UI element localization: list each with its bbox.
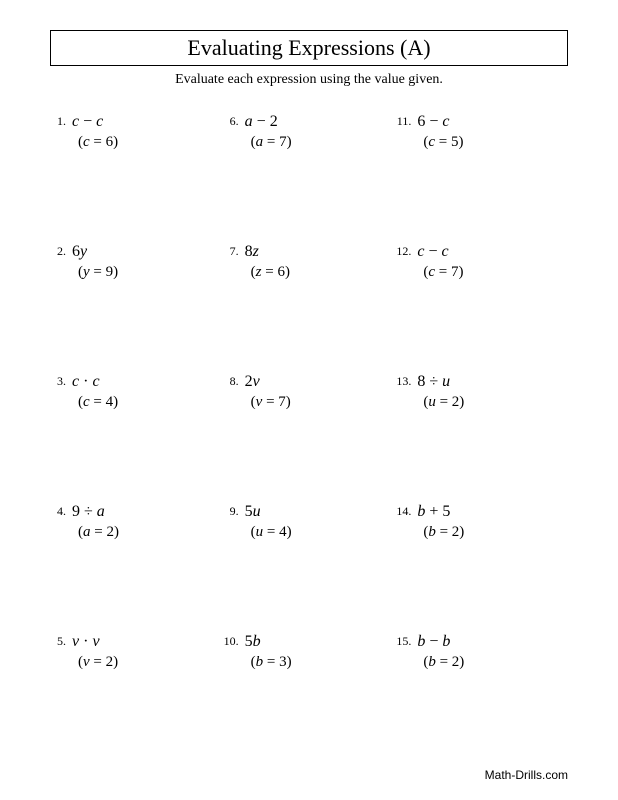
given-value: (b = 2)	[417, 653, 464, 673]
problem-number: 4.	[50, 502, 72, 519]
given-value: (b = 2)	[417, 523, 464, 543]
given-value: (a = 2)	[72, 523, 119, 543]
problem-14: 14.b + 5(b = 2)	[395, 502, 568, 632]
problem-11: 11.6 − c(c = 5)	[395, 112, 568, 242]
expression: c · c	[72, 372, 118, 393]
instruction-text: Evaluate each expression using the value…	[50, 72, 568, 88]
problem-4: 4.9 ÷ a(a = 2)	[50, 502, 223, 632]
expression: b + 5	[417, 502, 464, 523]
given-value: (u = 2)	[417, 393, 464, 413]
problem-number: 1.	[50, 112, 72, 129]
expression: 6y	[72, 242, 118, 263]
footer-attribution: Math-Drills.com	[485, 768, 568, 782]
expression: 6 − c	[417, 112, 463, 133]
page-title: Evaluating Expressions (A)	[50, 30, 568, 66]
problem-13: 13.8 ÷ u(u = 2)	[395, 372, 568, 502]
expression: 5u	[245, 502, 292, 523]
problem-5: 5.v · v(v = 2)	[50, 632, 223, 762]
problem-number: 13.	[395, 372, 417, 389]
problem-3: 3.c · c(c = 4)	[50, 372, 223, 502]
expression: 8 ÷ u	[417, 372, 464, 393]
given-value: (v = 2)	[72, 653, 118, 673]
expression: 9 ÷ a	[72, 502, 119, 523]
problem-1: 1.c − c(c = 6)	[50, 112, 223, 242]
given-value: (u = 4)	[245, 523, 292, 543]
expression: 8z	[245, 242, 290, 263]
problem-number: 7.	[223, 242, 245, 259]
given-value: (c = 6)	[72, 133, 118, 153]
given-value: (c = 4)	[72, 393, 118, 413]
problem-12: 12.c − c(c = 7)	[395, 242, 568, 372]
given-value: (c = 7)	[417, 263, 463, 283]
problems-grid: 1.c − c(c = 6)6.a − 2(a = 7)11.6 − c(c =…	[50, 112, 568, 762]
problem-number: 15.	[395, 632, 417, 649]
expression: b − b	[417, 632, 464, 653]
problem-8: 8.2v(v = 7)	[223, 372, 396, 502]
problem-number: 11.	[395, 112, 417, 129]
problem-6: 6.a − 2(a = 7)	[223, 112, 396, 242]
problem-number: 14.	[395, 502, 417, 519]
expression: a − 2	[245, 112, 292, 133]
given-value: (z = 6)	[245, 263, 290, 283]
problem-number: 2.	[50, 242, 72, 259]
problem-number: 8.	[223, 372, 245, 389]
expression: v · v	[72, 632, 118, 653]
expression: 2v	[245, 372, 291, 393]
given-value: (c = 5)	[417, 133, 463, 153]
problem-number: 9.	[223, 502, 245, 519]
expression: 5b	[245, 632, 292, 653]
problem-number: 3.	[50, 372, 72, 389]
expression: c − c	[417, 242, 463, 263]
given-value: (a = 7)	[245, 133, 292, 153]
given-value: (b = 3)	[245, 653, 292, 673]
expression: c − c	[72, 112, 118, 133]
problem-10: 10.5b(b = 3)	[223, 632, 396, 762]
problem-number: 10.	[223, 632, 245, 649]
problem-number: 5.	[50, 632, 72, 649]
problem-number: 12.	[395, 242, 417, 259]
problem-2: 2.6y(y = 9)	[50, 242, 223, 372]
problem-9: 9.5u(u = 4)	[223, 502, 396, 632]
given-value: (y = 9)	[72, 263, 118, 283]
problem-number: 6.	[223, 112, 245, 129]
problem-15: 15.b − b(b = 2)	[395, 632, 568, 762]
given-value: (v = 7)	[245, 393, 291, 413]
problem-7: 7.8z(z = 6)	[223, 242, 396, 372]
